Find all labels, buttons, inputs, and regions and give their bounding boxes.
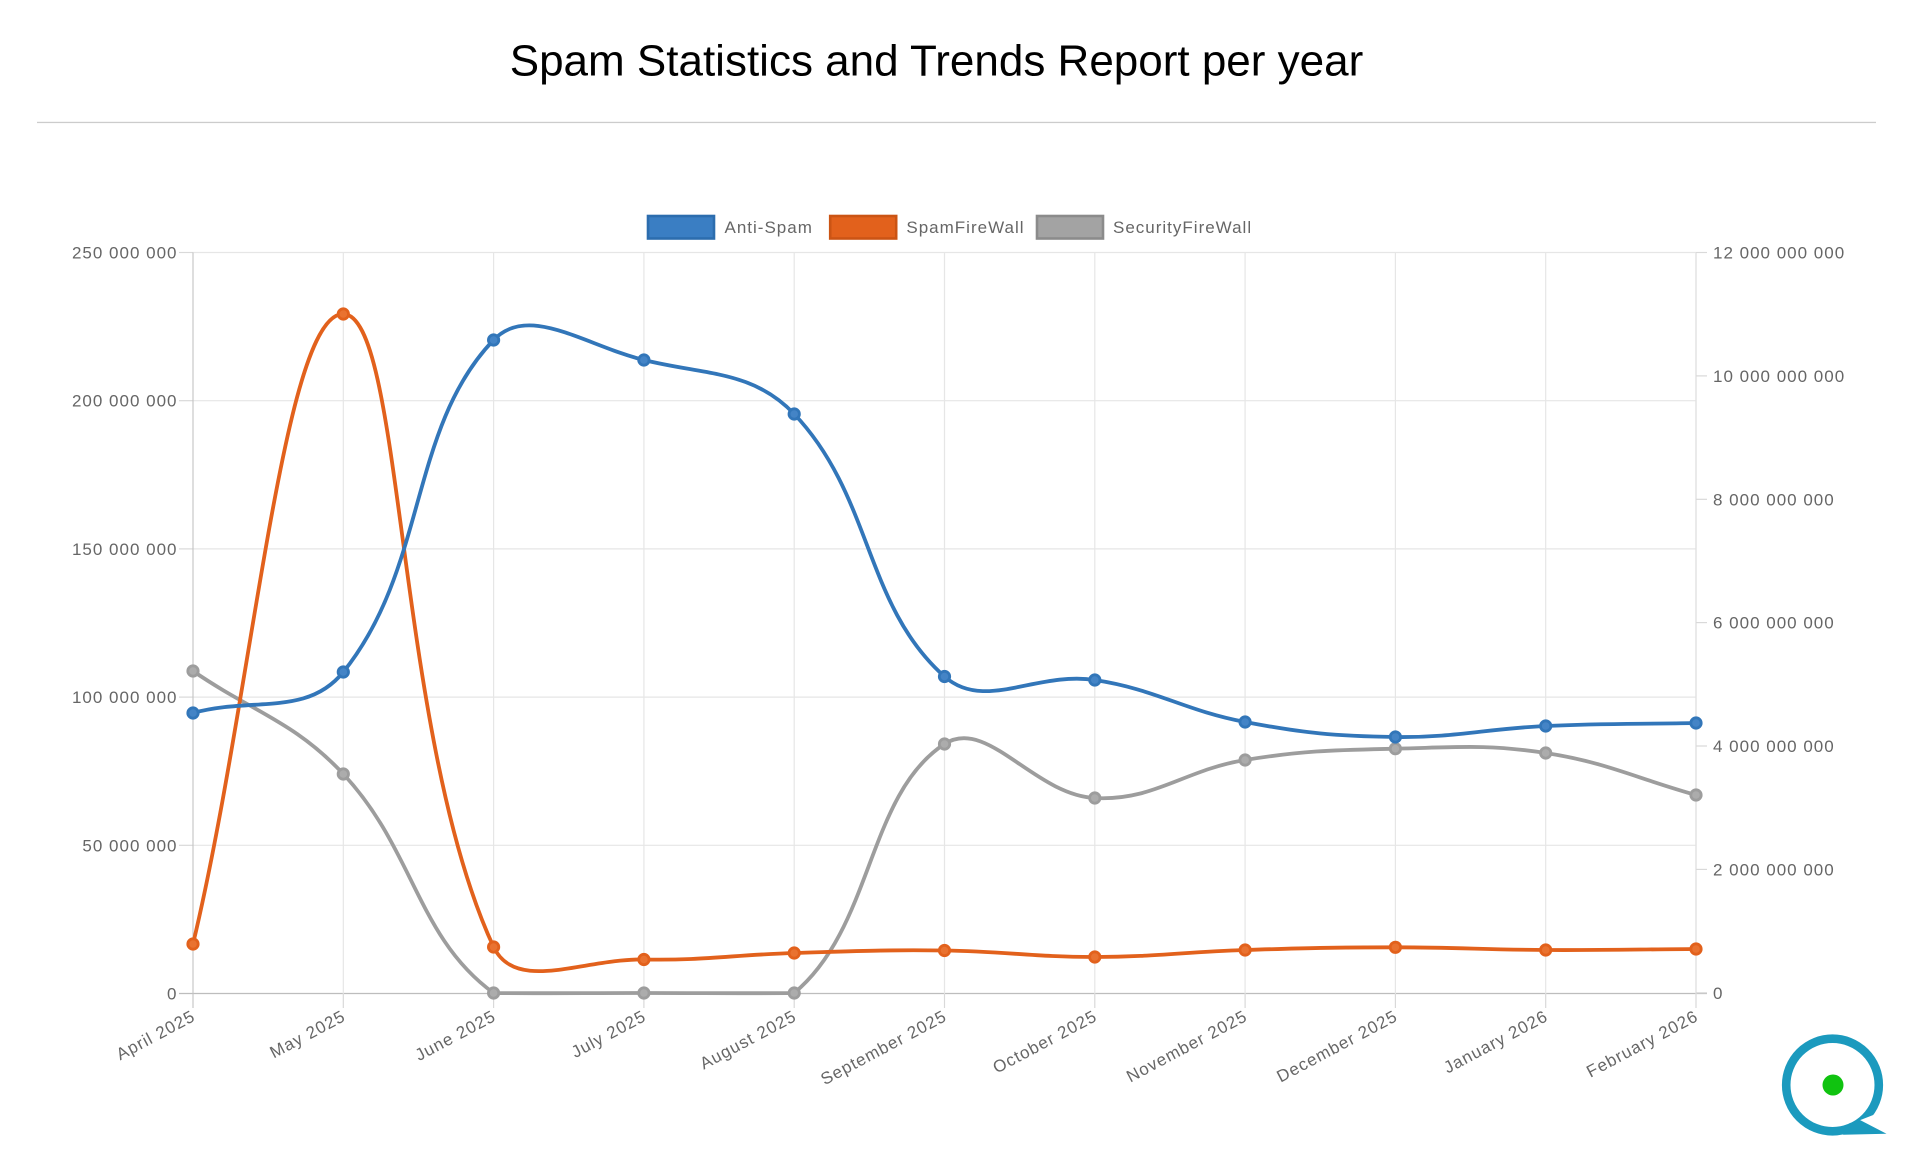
svg-text:2 000 000 000: 2 000 000 000	[1713, 860, 1835, 879]
svg-text:12 000 000 000: 12 000 000 000	[1713, 244, 1845, 263]
svg-text:SpamFireWall: SpamFireWall	[906, 218, 1024, 237]
svg-text:4 000 000 000: 4 000 000 000	[1713, 737, 1835, 756]
svg-text:6 000 000 000: 6 000 000 000	[1713, 614, 1835, 633]
svg-text:200 000 000: 200 000 000	[72, 392, 178, 411]
svg-text:100 000 000: 100 000 000	[72, 688, 178, 707]
svg-text:150 000 000: 150 000 000	[72, 540, 178, 559]
svg-text:0: 0	[167, 985, 177, 1004]
svg-text:SecurityFireWall: SecurityFireWall	[1113, 218, 1252, 237]
svg-text:Spam Statistics and Trends Rep: Spam Statistics and Trends Report per ye…	[510, 37, 1364, 86]
svg-text:Anti-Spam: Anti-Spam	[725, 218, 813, 237]
svg-text:0: 0	[1713, 984, 1723, 1003]
svg-text:10 000 000 000: 10 000 000 000	[1713, 367, 1845, 386]
svg-text:50 000 000: 50 000 000	[82, 836, 177, 855]
svg-text:250 000 000: 250 000 000	[72, 244, 178, 263]
svg-text:8 000 000 000: 8 000 000 000	[1713, 490, 1835, 509]
